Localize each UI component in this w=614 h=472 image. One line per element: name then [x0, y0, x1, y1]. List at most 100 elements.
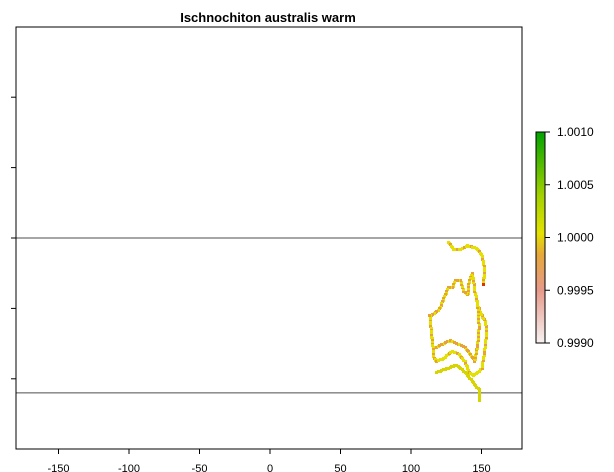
presence-cell [442, 368, 445, 371]
presence-cell [473, 373, 476, 376]
presence-cell [432, 346, 435, 349]
presence-cell [454, 351, 457, 354]
x-tick-label: 0 [267, 463, 273, 472]
presence-cell [467, 290, 470, 293]
presence-cell [476, 371, 479, 374]
presence-cell [464, 362, 467, 365]
presence-cell [462, 370, 465, 373]
presence-cell [484, 346, 487, 349]
x-tick-label: -100 [118, 463, 140, 472]
presence-cell [447, 286, 450, 289]
presence-cell [485, 325, 488, 328]
presence-cell [467, 375, 470, 378]
presence-cell [475, 295, 478, 298]
presence-cell [431, 337, 434, 340]
presence-cell [476, 343, 479, 346]
presence-cell [464, 360, 467, 363]
presence-cell [442, 357, 445, 360]
presence-cell [445, 354, 448, 357]
presence-cell [482, 359, 485, 362]
presence-cell [484, 343, 487, 346]
legend-label: 1.0005 [557, 178, 594, 192]
presence-cell [479, 311, 482, 314]
presence-cell [479, 368, 482, 371]
presence-cell [484, 339, 487, 342]
presence-cell [485, 332, 488, 335]
presence-cell [437, 359, 440, 362]
presence-cell [482, 356, 485, 359]
x-tick-label: 50 [334, 463, 346, 472]
presence-cell [459, 248, 462, 251]
presence-cell [437, 309, 440, 312]
presence-cell [451, 246, 454, 249]
presence-cell [439, 358, 442, 361]
presence-cell [477, 339, 480, 342]
presence-cell [477, 308, 480, 311]
presence-cell [482, 279, 485, 282]
presence-cell [461, 285, 464, 288]
presence-cell [481, 363, 484, 366]
presence-cell [477, 321, 480, 324]
presence-cell [453, 341, 456, 344]
map-title: Ischnochiton australis warm [180, 10, 356, 25]
x-axis: -150 -100 -50 0 50 100 150 [47, 449, 491, 472]
x-tick-label: -50 [192, 463, 208, 472]
presence-cell [483, 265, 486, 268]
presence-cell [477, 329, 480, 332]
presence-cell [484, 323, 487, 326]
presence-cell [459, 279, 462, 282]
presence-cell [478, 390, 481, 393]
legend-label: 1.0000 [557, 231, 594, 245]
presence-cell [468, 245, 471, 248]
presence-cell [475, 386, 478, 389]
presence-cell [482, 260, 485, 263]
presence-cell [481, 367, 484, 370]
presence-cell [454, 279, 457, 282]
presence-cell [430, 334, 433, 337]
presence-cell [477, 335, 480, 338]
presence-cell [467, 286, 470, 289]
presence-cell [483, 352, 486, 355]
presence-cell [469, 277, 472, 280]
presence-cell [441, 300, 444, 303]
presence-cell [472, 281, 475, 284]
presence-cell [478, 397, 481, 400]
presence-cell [432, 353, 435, 356]
presence-cell [429, 321, 432, 324]
presence-cell [429, 323, 432, 326]
presence-cell [445, 367, 448, 370]
x-tick-label: 150 [472, 463, 490, 472]
presence-cell [449, 339, 452, 342]
presence-cell [435, 346, 438, 349]
presence-cell [453, 281, 456, 284]
presence-cell [485, 329, 488, 332]
presence-cell [468, 377, 471, 380]
presence-cell [431, 341, 434, 344]
presence-cell [463, 246, 466, 249]
presence-cell [473, 288, 476, 291]
presence-cell [440, 304, 443, 307]
presence-cell [470, 274, 473, 277]
presence-cell [431, 339, 434, 342]
presence-cell [461, 357, 464, 360]
presence-cell [438, 344, 441, 347]
presence-cell [483, 267, 486, 270]
presence-cell [474, 356, 477, 359]
presence-cell [472, 381, 475, 384]
presence-cell [474, 384, 477, 387]
presence-cell [476, 306, 479, 309]
presence-cell [477, 333, 480, 336]
presence-cell [477, 337, 480, 340]
presence-cell [429, 318, 432, 321]
presence-cell [460, 283, 463, 286]
presence-cell [444, 356, 447, 359]
presence-cell [476, 347, 479, 350]
presence-cell [440, 369, 443, 372]
presence-cell [470, 378, 473, 381]
presence-cell [462, 359, 465, 362]
presence-cell [475, 297, 478, 300]
presence-cell [449, 243, 452, 246]
presence-cell [444, 293, 447, 296]
x-tick-label: 100 [402, 463, 420, 472]
presence-cell [480, 253, 483, 256]
